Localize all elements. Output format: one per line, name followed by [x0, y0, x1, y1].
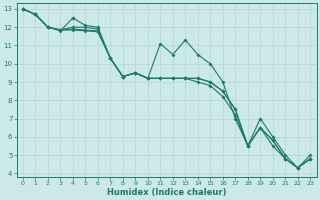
X-axis label: Humidex (Indice chaleur): Humidex (Indice chaleur): [107, 188, 226, 197]
